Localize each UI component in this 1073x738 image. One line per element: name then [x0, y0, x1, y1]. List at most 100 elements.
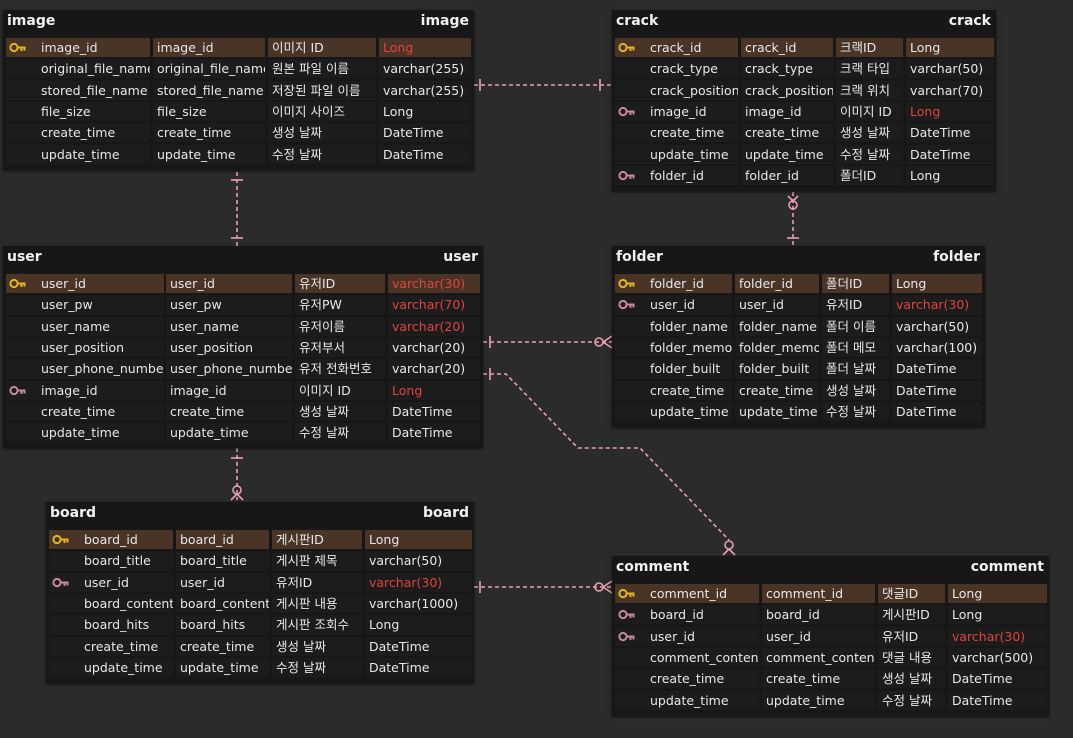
attribute-row[interactable]: create_time create_time 생성 날짜 DateTime — [3, 401, 483, 422]
physical-name-cell: create_time — [735, 380, 819, 400]
logical-name-cell: user_id — [646, 626, 759, 646]
key-cell — [615, 690, 646, 710]
comment-cell: 저장된 파일 이름 — [268, 80, 376, 100]
attribute-row[interactable]: crack_type crack_type 크랙 타입 varchar(50) — [612, 58, 996, 79]
logical-name-cell: update_time — [80, 657, 173, 677]
key-cell — [615, 274, 646, 293]
attribute-row[interactable]: board_id board_id 게시판ID Long — [46, 529, 474, 550]
foreign-key-icon — [618, 170, 635, 180]
attribute-row[interactable]: user_phone_number user_phone_number 유저 전화번… — [3, 358, 483, 379]
attribute-row[interactable]: folder_id folder_id 폴더ID Long — [612, 165, 996, 186]
physical-name-cell: create_time — [762, 669, 875, 689]
attribute-row[interactable]: user_position user_position 유저부서 varchar(20… — [3, 337, 483, 358]
attribute-row[interactable]: create_time create_time 생성 날짜 DateTime — [3, 122, 474, 143]
entity-header[interactable]: image image — [3, 10, 474, 36]
comment-cell: 수정 날짜 — [272, 657, 362, 677]
physical-name-cell: user_pw — [166, 295, 292, 315]
comment-cell: 수정 날짜 — [822, 401, 889, 421]
comment-cell: 유저ID — [272, 572, 362, 592]
rel-user-folder[interactable] — [483, 335, 614, 349]
logical-name-cell: original_file_name — [37, 59, 150, 79]
entity-board[interactable]: board board board_id board_id 게시판ID Long board… — [46, 502, 474, 684]
comment-cell: 폴더 이름 — [822, 316, 889, 336]
rel-image-crack[interactable] — [474, 79, 612, 91]
attribute-row[interactable]: crack_position crack_position 크랙 위치 varchar… — [612, 80, 996, 101]
type-cell: DateTime — [906, 123, 994, 143]
key-cell — [615, 401, 646, 421]
attribute-row[interactable]: user_name user_name 유저이름 varchar(20) — [3, 316, 483, 337]
type-cell: DateTime — [388, 423, 480, 443]
attribute-row[interactable]: folder_name folder_name 폴더 이름 varchar(50) — [612, 316, 985, 337]
attribute-row[interactable]: create_time create_time 생성 날짜 DateTime — [612, 668, 1049, 689]
physical-name-cell: create_time — [176, 636, 269, 656]
physical-name-cell: create_time — [153, 123, 265, 143]
attribute-row[interactable]: user_id user_id 유저ID varchar(30) — [46, 572, 474, 593]
type-cell: DateTime — [365, 657, 472, 677]
logical-name-cell: user_name — [37, 316, 164, 336]
type-cell: Long — [379, 101, 471, 121]
attribute-row[interactable]: comment_content comment_content 댓글 내용 varch… — [612, 647, 1049, 668]
attribute-row[interactable]: user_id user_id 유저ID varchar(30) — [612, 626, 1049, 647]
entity-table-name: image — [420, 13, 469, 29]
physical-name-cell: crack_position — [741, 80, 833, 100]
attribute-row[interactable]: folder_memo folder_memo 폴더 메모 varchar(100) — [612, 337, 985, 358]
attribute-row[interactable]: board_hits board_hits 게시판 조회수 Long — [46, 614, 474, 635]
attribute-row[interactable]: update_time update_time 수정 날짜 DateTime — [612, 144, 996, 165]
attribute-row[interactable]: create_time create_time 생성 날짜 DateTime — [612, 122, 996, 143]
entity-header[interactable]: user user — [3, 246, 483, 272]
attribute-row[interactable]: update_time update_time 수정 날짜 DateTime — [3, 422, 483, 443]
attribute-row[interactable]: image_id image_id 이미지 ID Long — [612, 101, 996, 122]
type-cell: varchar(70) — [906, 80, 994, 100]
key-cell — [6, 274, 37, 293]
type-cell: DateTime — [948, 669, 1047, 689]
primary-key-icon — [52, 534, 69, 545]
attribute-row[interactable]: create_time create_time 생성 날짜 DateTime — [46, 636, 474, 657]
rel-user-board[interactable] — [230, 448, 244, 501]
entity-header[interactable]: crack crack — [612, 10, 996, 36]
attribute-row[interactable]: update_time update_time 수정 날짜 DateTime — [612, 401, 985, 422]
rel-folder-crack[interactable] — [787, 192, 799, 246]
attribute-row[interactable]: update_time update_time 수정 날짜 DateTime — [46, 657, 474, 678]
key-cell — [6, 423, 37, 443]
foreign-key-icon — [618, 610, 635, 620]
comment-cell: 생성 날짜 — [272, 636, 362, 656]
rel-user-comment[interactable] — [483, 368, 736, 556]
attribute-row[interactable]: image_id image_id 이미지 ID Long — [3, 380, 483, 401]
key-cell — [49, 657, 80, 677]
entity-header[interactable]: comment comment — [612, 556, 1049, 582]
entity-crack[interactable]: crack crack crack_id crack_id 크랙ID Long crack_… — [612, 10, 996, 192]
attribute-row[interactable]: stored_file_name stored_file_name 저장된 파일 이… — [3, 80, 474, 101]
logical-name-cell: board_hits — [80, 615, 173, 635]
attribute-row[interactable]: user_id user_id 유저ID varchar(30) — [3, 273, 483, 294]
logical-name-cell: board_content — [80, 593, 173, 613]
attribute-row[interactable]: board_id board_id 게시판ID Long — [612, 604, 1049, 625]
attribute-row[interactable]: user_id user_id 유저ID varchar(30) — [612, 294, 985, 315]
entity-header[interactable]: folder folder — [612, 246, 985, 272]
attribute-row[interactable]: original_file_name original_file_name 원본 파… — [3, 58, 474, 79]
entity-image[interactable]: image image image_id image_id 이미지 ID Long orig… — [3, 10, 474, 170]
attribute-row[interactable]: update_time update_time 수정 날짜 DateTime — [612, 690, 1049, 711]
entity-user[interactable]: user user user_id user_id 유저ID varchar(30) use… — [3, 246, 483, 449]
attribute-row[interactable]: create_time create_time 생성 날짜 DateTime — [612, 380, 985, 401]
primary-key-icon — [618, 278, 635, 289]
attribute-row[interactable]: file_size file_size 이미지 사이즈 Long — [3, 101, 474, 122]
entity-folder[interactable]: folder folder folder_id folder_id 폴더ID Long us… — [612, 246, 985, 428]
attribute-row[interactable]: folder_built folder_built 폴더 날짜 DateTime — [612, 358, 985, 379]
attribute-row[interactable]: comment_id comment_id 댓글ID Long — [612, 583, 1049, 604]
logical-name-cell: image_id — [646, 101, 738, 121]
attribute-row[interactable]: user_pw user_pw 유저PW varchar(70) — [3, 294, 483, 315]
attribute-row[interactable]: board_title board_title 게시판 제목 varchar(50) — [46, 550, 474, 571]
physical-name-cell: update_time — [176, 657, 269, 677]
entity-title: comment — [616, 559, 690, 575]
logical-name-cell: image_id — [37, 38, 150, 57]
logical-name-cell: user_position — [37, 337, 164, 357]
attribute-row[interactable]: board_content board_content 게시판 내용 varchar(… — [46, 593, 474, 614]
attribute-row[interactable]: image_id image_id 이미지 ID Long — [3, 37, 474, 58]
entity-comment[interactable]: comment comment comment_id comment_id 댓글ID Lo… — [612, 556, 1049, 716]
rel-board-comment[interactable] — [474, 580, 614, 594]
attribute-row[interactable]: folder_id folder_id 폴더ID Long — [612, 273, 985, 294]
attribute-row[interactable]: crack_id crack_id 크랙ID Long — [612, 37, 996, 58]
attribute-row[interactable]: update_time update_time 수정 날짜 DateTime — [3, 144, 474, 165]
rel-image-user[interactable] — [231, 172, 243, 246]
entity-header[interactable]: board board — [46, 502, 474, 528]
